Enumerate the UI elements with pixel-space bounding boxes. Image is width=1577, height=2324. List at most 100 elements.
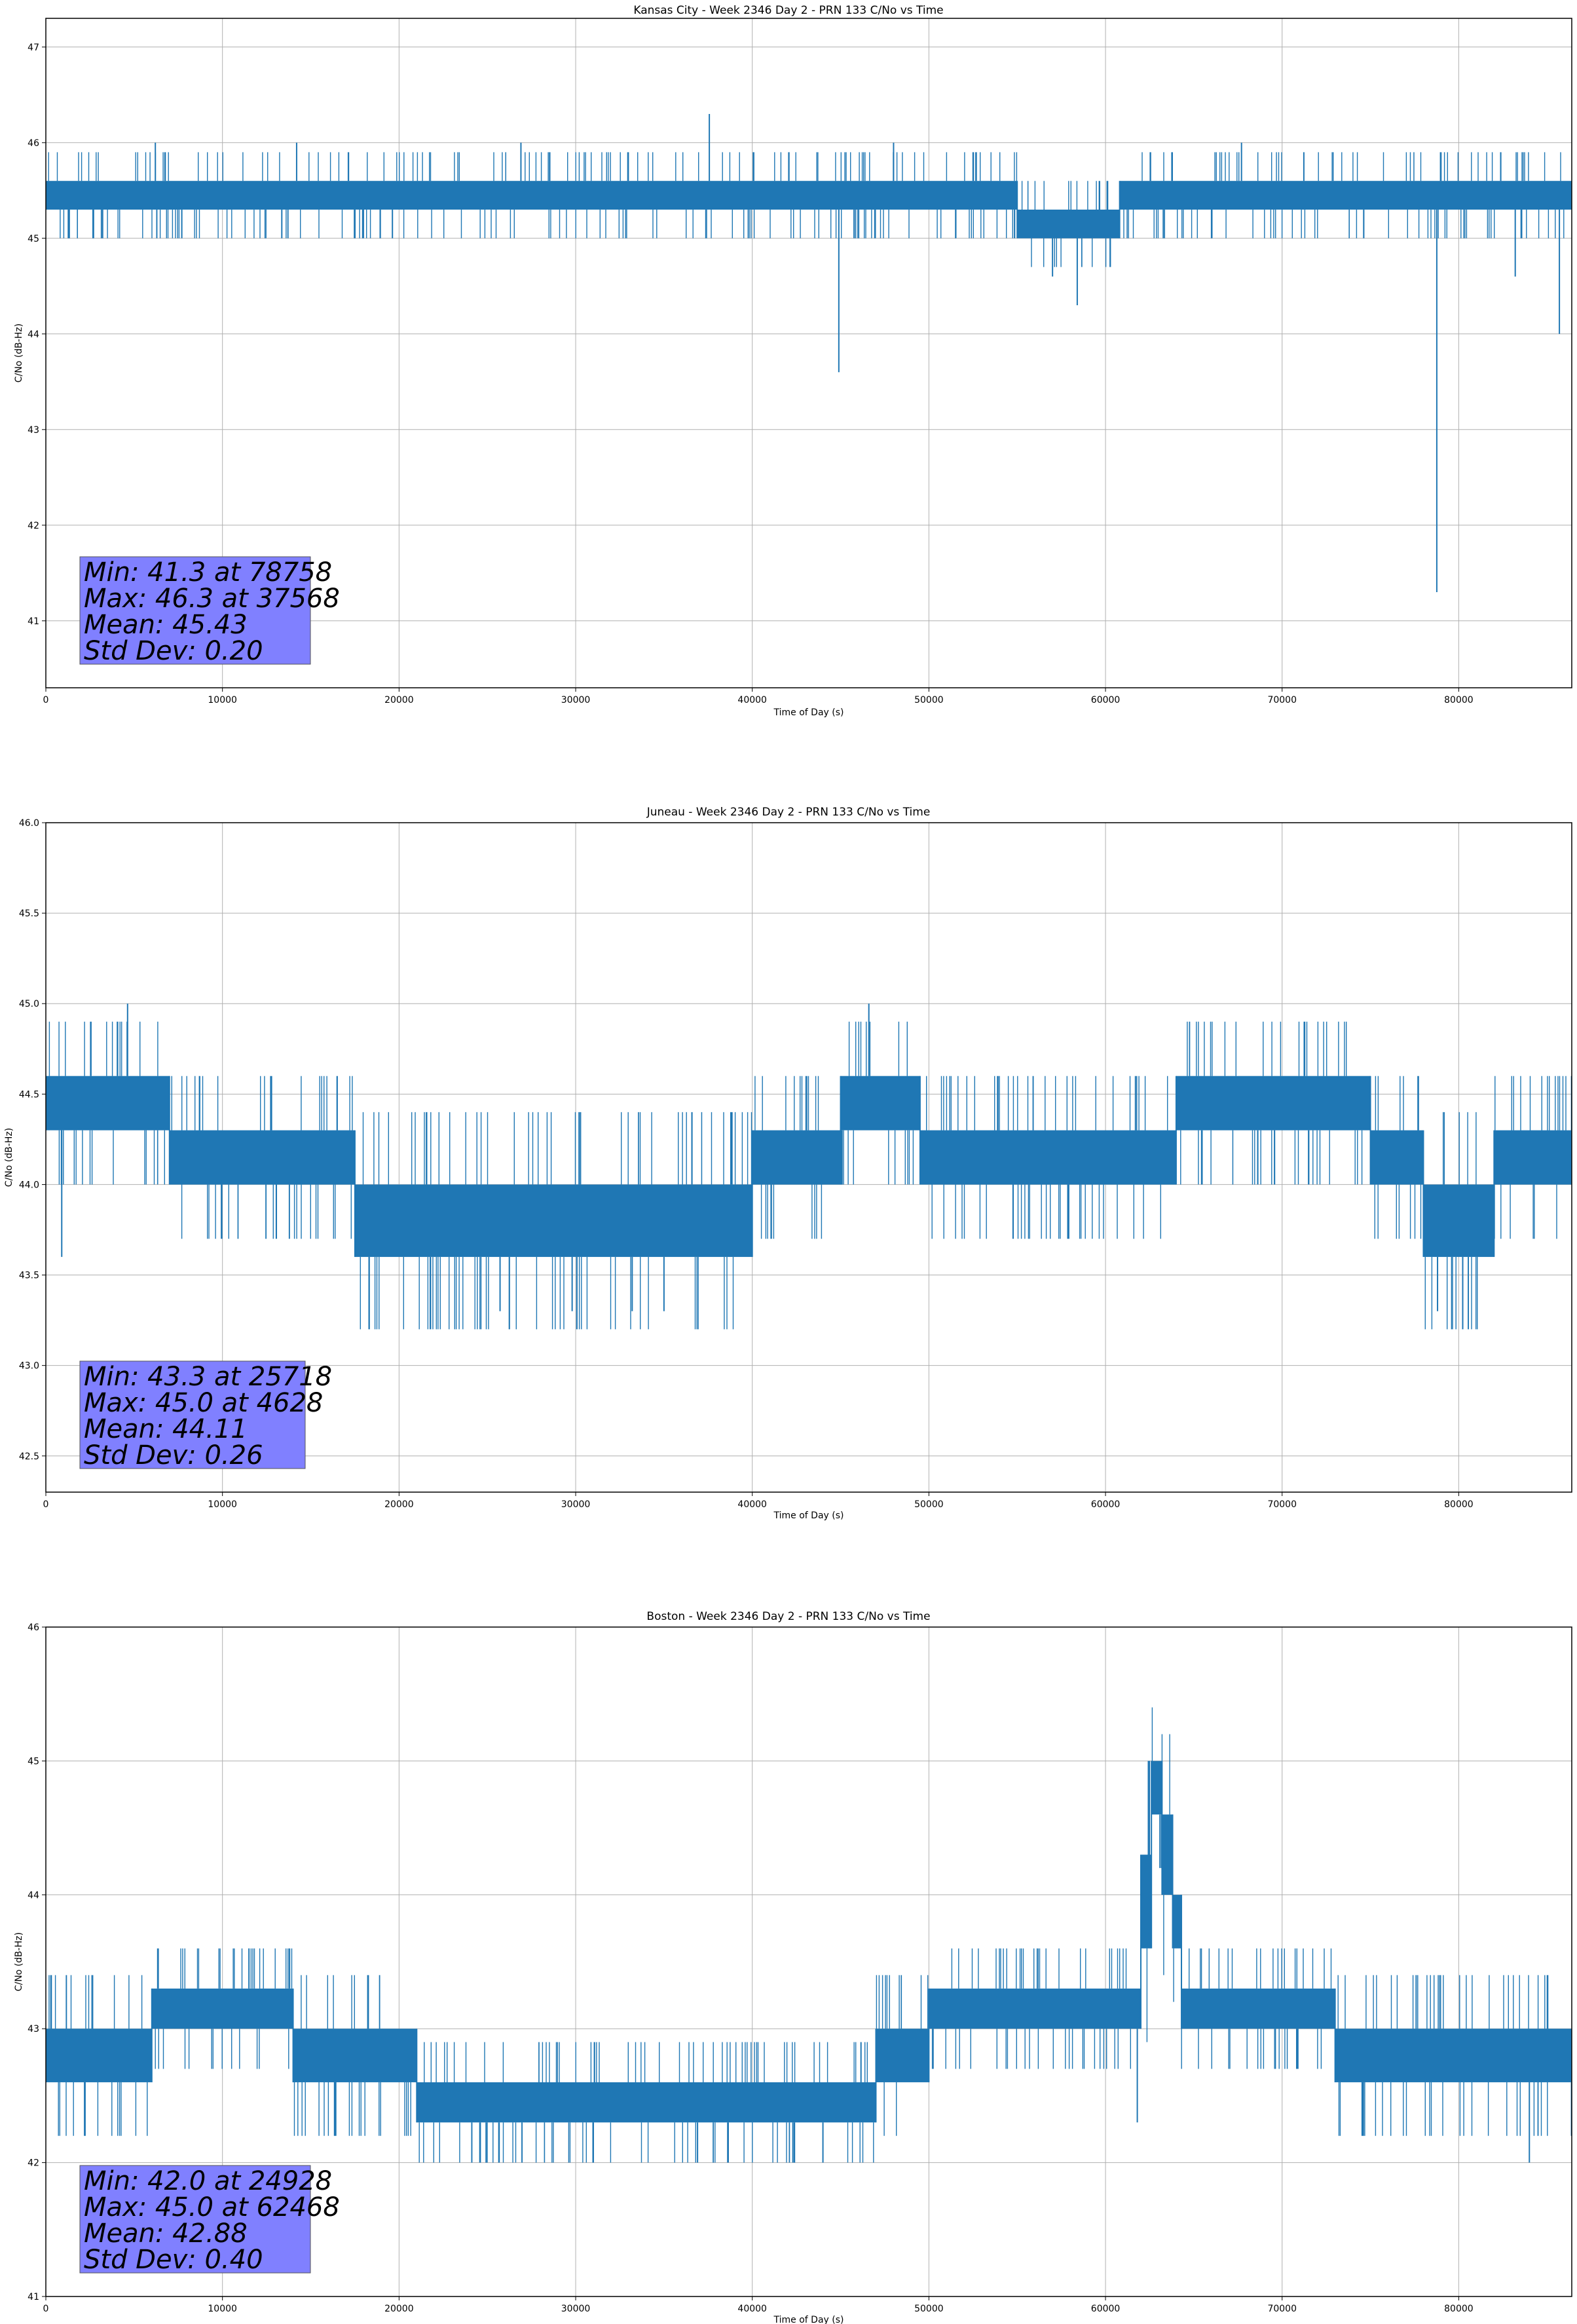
y-tick-label: 43 bbox=[28, 2024, 39, 2034]
x-tick-label: 80000 bbox=[1444, 695, 1474, 705]
series-band bbox=[1370, 1130, 1424, 1185]
tick-labels: 0 10000 20000 30000 40000 50000 60000 70000 8000… bbox=[19, 818, 1474, 1510]
stat-std-dev: Std Dev: 0.20 bbox=[84, 636, 263, 666]
chart-title: Juneau - Week 2346 Day 2 - PRN 133 C/No … bbox=[646, 806, 931, 819]
stat-min: Min: 41.3 at 78758 bbox=[84, 557, 332, 588]
x-tick-label: 0 bbox=[43, 695, 49, 705]
series-band bbox=[293, 2029, 417, 2082]
y-tick-label: 46.0 bbox=[19, 818, 39, 829]
series-band bbox=[1176, 1076, 1371, 1131]
axes-frame bbox=[45, 18, 1572, 688]
x-tick-label: 50000 bbox=[914, 695, 944, 705]
subplot-kansas-city: Kansas City - Week 2346 Day 2 - PRN 133 … bbox=[14, 4, 1572, 718]
y-tick-label: 45 bbox=[28, 234, 39, 244]
y-tick-label: 46 bbox=[28, 138, 39, 149]
series-jitter bbox=[1181, 1948, 1332, 2069]
series-band bbox=[169, 1130, 355, 1185]
x-tick-label: 60000 bbox=[1091, 695, 1121, 705]
x-tick-label: 0 bbox=[43, 2304, 49, 2314]
y-tick-label: 44.0 bbox=[19, 1180, 39, 1190]
x-tick-label: 20000 bbox=[384, 2304, 414, 2314]
series-band bbox=[752, 1130, 841, 1185]
y-tick-label: 44 bbox=[28, 329, 39, 340]
stat-mean: Mean: 42.88 bbox=[84, 2219, 248, 2249]
stat-max: Max: 45.0 at 62468 bbox=[84, 2192, 340, 2222]
y-tick-label: 45 bbox=[28, 1756, 39, 1767]
series-band bbox=[1119, 181, 1572, 210]
series-jitter bbox=[1173, 1948, 1182, 2002]
stat-mean: Mean: 44.11 bbox=[84, 1414, 248, 1444]
y-tick-label: 42 bbox=[28, 521, 39, 531]
stat-std-dev: Std Dev: 0.40 bbox=[84, 2245, 263, 2275]
series-band bbox=[1162, 1814, 1173, 1895]
series-jitter bbox=[360, 1112, 752, 1330]
series-band bbox=[1151, 1761, 1162, 1815]
series-band bbox=[151, 1988, 293, 2029]
y-tick-label: 43.0 bbox=[19, 1361, 39, 1372]
x-tick-label: 10000 bbox=[208, 1499, 237, 1510]
x-tick-label: 70000 bbox=[1267, 2304, 1297, 2314]
series-jitter bbox=[171, 1076, 353, 1239]
x-tick-label: 10000 bbox=[208, 2304, 237, 2314]
data-series bbox=[46, 114, 1572, 592]
y-tick-label: 45.5 bbox=[19, 909, 39, 919]
x-tick-label: 50000 bbox=[914, 2304, 944, 2314]
x-tick-label: 40000 bbox=[737, 2304, 767, 2314]
series-jitter bbox=[754, 1076, 823, 1239]
y-tick-label: 46 bbox=[28, 1622, 39, 1633]
x-tick-label: 80000 bbox=[1444, 2304, 1474, 2314]
stats-box: Min: 43.3 at 25718 Max: 45.0 at 4628 Mea… bbox=[79, 1360, 332, 1471]
stat-max: Max: 45.0 at 4628 bbox=[84, 1388, 323, 1418]
x-tick-label: 70000 bbox=[1267, 1499, 1297, 1510]
series-band bbox=[1172, 1894, 1182, 1949]
series-band bbox=[929, 1988, 1141, 2029]
tick-labels: 0 10000 20000 30000 40000 50000 60000 70000 8000… bbox=[28, 1622, 1474, 2314]
x-axis-label: Time of Day (s) bbox=[773, 2315, 844, 2324]
x-tick-label: 30000 bbox=[561, 695, 591, 705]
series-jitter bbox=[1374, 1076, 1422, 1239]
y-tick-label: 41 bbox=[28, 616, 39, 627]
series-jitter bbox=[1123, 152, 1565, 238]
series-jitter bbox=[48, 152, 1018, 238]
series-band bbox=[46, 2029, 152, 2082]
x-tick-label: 70000 bbox=[1267, 695, 1297, 705]
y-tick-label: 44.5 bbox=[19, 1089, 39, 1100]
x-axis-label: Time of Day (s) bbox=[773, 1510, 844, 1521]
series-jitter bbox=[1151, 1707, 1162, 1868]
x-tick-label: 20000 bbox=[384, 1499, 414, 1510]
series-band bbox=[876, 2029, 929, 2082]
x-tick-label: 40000 bbox=[737, 695, 767, 705]
series-jitter bbox=[1021, 181, 1111, 267]
series-band bbox=[417, 2082, 876, 2123]
y-tick-label: 45.0 bbox=[19, 999, 39, 1009]
stat-std-dev: Std Dev: 0.26 bbox=[84, 1440, 263, 1471]
y-tick-label: 42.5 bbox=[19, 1452, 39, 1462]
series-jitter bbox=[841, 1021, 914, 1185]
series-band bbox=[1423, 1184, 1494, 1257]
chart-title: Kansas City - Week 2346 Day 2 - PRN 133 … bbox=[633, 4, 943, 17]
y-tick-label: 43.5 bbox=[19, 1271, 39, 1281]
tick-labels: 0 10000 20000 30000 40000 50000 60000 70000 8000… bbox=[28, 43, 1474, 705]
y-tick-label: 42 bbox=[28, 2158, 39, 2169]
series-jitter bbox=[926, 1076, 1168, 1239]
series-jitter bbox=[876, 1975, 929, 2136]
chart-title: Boston - Week 2346 Day 2 - PRN 133 C/No … bbox=[646, 1610, 930, 1623]
axes-frame bbox=[45, 822, 1572, 1493]
x-axis-label: Time of Day (s) bbox=[773, 707, 844, 718]
subplot-boston: Boston - Week 2346 Day 2 - PRN 133 C/No … bbox=[14, 1610, 1572, 2324]
x-tick-label: 30000 bbox=[561, 1499, 591, 1510]
y-tick-label: 43 bbox=[28, 425, 39, 436]
series-band bbox=[919, 1130, 1176, 1185]
series-jitter bbox=[155, 1948, 293, 2069]
series-band bbox=[1017, 210, 1120, 238]
x-tick-label: 50000 bbox=[914, 1499, 944, 1510]
data-series bbox=[46, 1707, 1572, 2163]
stats-box: Min: 41.3 at 78758 Max: 46.3 at 37568 Me… bbox=[79, 556, 340, 666]
y-tick-label: 44 bbox=[28, 1890, 39, 1901]
series-band bbox=[46, 181, 1018, 210]
y-axis-label: C/No (dB-Hz) bbox=[4, 1128, 14, 1187]
data-series bbox=[46, 1003, 1572, 1330]
y-axis-label: C/No (dB-Hz) bbox=[14, 1932, 24, 1991]
axes-frame bbox=[45, 1626, 1572, 2297]
